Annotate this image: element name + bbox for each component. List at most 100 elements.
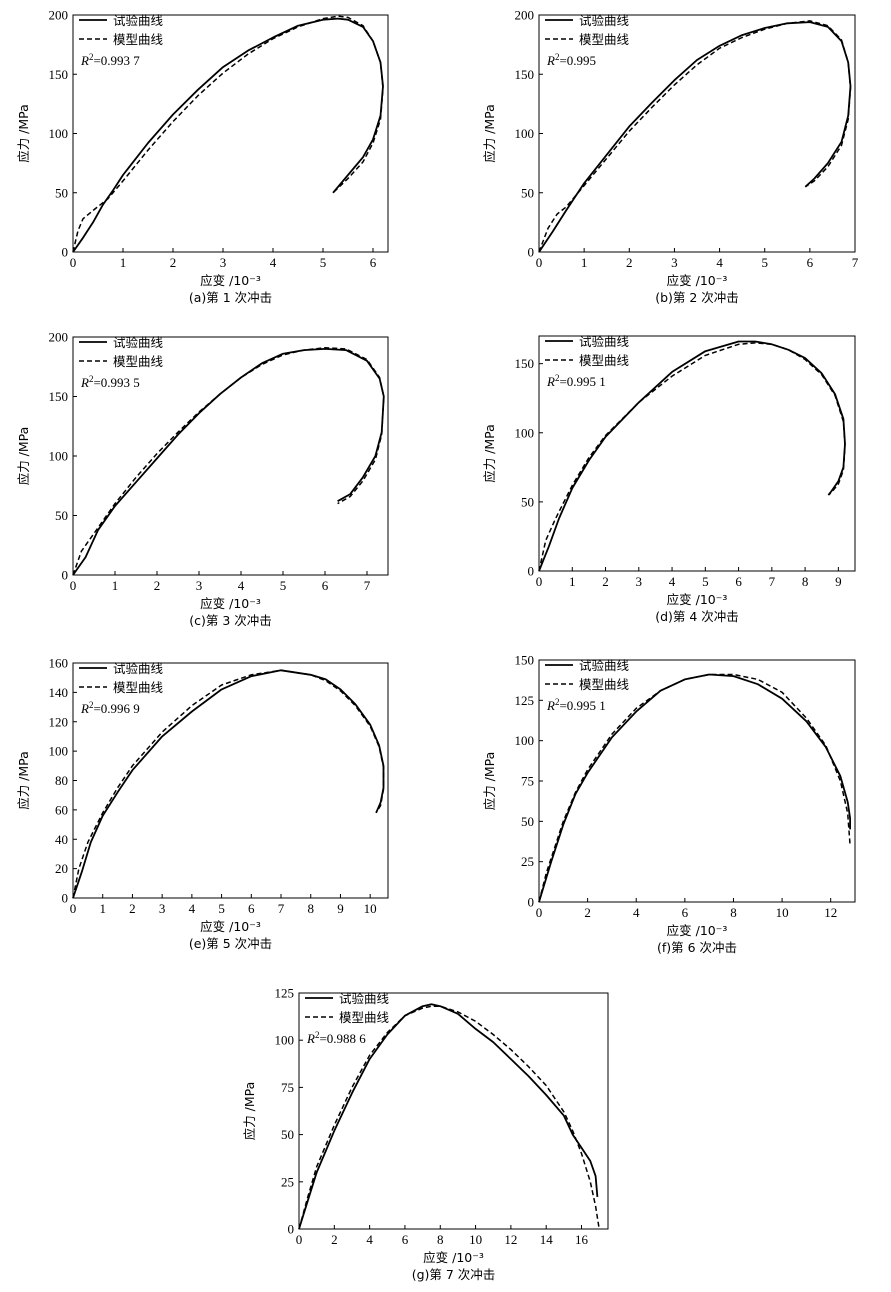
x-tick-label: 2 — [170, 255, 177, 270]
x-tick-label: 14 — [540, 1232, 554, 1247]
y-tick-label: 125 — [515, 693, 535, 708]
x-tick-label: 1 — [581, 255, 588, 270]
x-tick-label: 5 — [280, 578, 287, 593]
x-tick-label: 7 — [364, 578, 371, 593]
x-tick-label: 6 — [248, 901, 255, 916]
x-tick-label: 2 — [626, 255, 633, 270]
plot-frame — [538, 335, 856, 572]
series-line-model — [298, 1005, 600, 1230]
x-tick-label: 1 — [112, 578, 119, 593]
legend-label-model: 模型曲线 — [579, 353, 630, 368]
chart-panel-3: 0 1 2 3 4 5 6 7 0 50 100 150 200 应变 /10⁻³ 应力 /MPa (c)第 … — [16, 330, 389, 628]
x-tick-label: 7 — [852, 255, 859, 270]
series-line-experiment — [538, 21, 852, 253]
y-tick-label: 150 — [515, 653, 535, 668]
x-tick-label: 0 — [536, 574, 543, 589]
series-line-model — [72, 15, 384, 253]
y-tick-label: 50 — [55, 185, 68, 200]
y-axis-label: 应力 /MPa — [16, 104, 31, 163]
x-tick-label: 5 — [320, 255, 327, 270]
y-tick-label: 160 — [49, 656, 69, 671]
x-tick-label: 8 — [802, 574, 809, 589]
x-tick-label: 16 — [575, 1232, 589, 1247]
plot-frame — [538, 14, 856, 253]
x-tick-label: 2 — [129, 901, 136, 916]
panel-caption: (b)第 2 次冲击 — [655, 290, 739, 305]
plot-frame — [72, 662, 389, 899]
x-tick-label: 1 — [99, 901, 106, 916]
series-line-model — [72, 669, 385, 899]
x-tick-label: 2 — [154, 578, 161, 593]
y-tick-label: 150 — [515, 67, 535, 82]
y-axis-label: 应力 /MPa — [482, 104, 497, 163]
legend-label-model: 模型曲线 — [113, 32, 164, 47]
x-tick-label: 10 — [364, 901, 377, 916]
y-axis-label: 应力 /MPa — [16, 751, 31, 810]
x-tick-label: 8 — [730, 905, 737, 920]
r-squared-annotation: R2=0.995 1 — [546, 373, 606, 389]
y-tick-label: 50 — [281, 1127, 294, 1142]
y-tick-label: 125 — [275, 986, 295, 1001]
y-tick-label: 0 — [62, 245, 69, 260]
y-axis-label: 应力 /MPa — [16, 427, 31, 486]
series-line-model — [538, 342, 846, 572]
x-tick-label: 7 — [769, 574, 776, 589]
y-tick-label: 75 — [521, 774, 534, 789]
x-tick-label: 0 — [70, 578, 77, 593]
x-tick-label: 12 — [504, 1232, 517, 1247]
chart-panel-4: 0 1 2 3 4 5 6 7 8 9 0 50 100 150 应变 /10⁻³ 应力 /MPa (d)第 4… — [482, 334, 856, 624]
series-line-model — [72, 346, 385, 576]
y-tick-label: 50 — [521, 814, 534, 829]
y-tick-label: 120 — [49, 714, 69, 729]
x-axis-label: 应变 /10⁻³ — [667, 273, 728, 288]
r-squared-annotation: R2=0.993 7 — [80, 52, 140, 68]
x-tick-label: 3 — [196, 578, 203, 593]
plot-frame — [538, 659, 856, 903]
legend-label-experiment: 试验曲线 — [339, 991, 390, 1006]
x-tick-label: 3 — [159, 901, 166, 916]
x-tick-label: 6 — [735, 574, 742, 589]
legend-label-experiment: 试验曲线 — [579, 658, 630, 673]
x-axis-label: 应变 /10⁻³ — [667, 592, 728, 607]
chart-panel-6: 0 2 4 6 8 10 12 0 25 50 75 100 125 150 应变 /10⁻³ 应力 /MPa… — [482, 653, 856, 955]
x-tick-label: 7 — [278, 901, 285, 916]
legend-label-experiment: 试验曲线 — [113, 661, 164, 676]
panel-caption: (g)第 7 次冲击 — [412, 1267, 496, 1282]
y-tick-label: 0 — [528, 895, 535, 910]
y-tick-label: 150 — [49, 389, 69, 404]
y-tick-label: 0 — [62, 891, 69, 906]
x-tick-label: 12 — [824, 905, 837, 920]
y-tick-label: 50 — [521, 185, 534, 200]
x-tick-label: 6 — [322, 578, 329, 593]
y-tick-label: 25 — [521, 854, 534, 869]
x-tick-label: 4 — [238, 578, 245, 593]
x-tick-label: 6 — [370, 255, 377, 270]
plot-frame — [72, 14, 389, 253]
r-squared-annotation: R2=0.995 1 — [546, 697, 606, 713]
legend-label-experiment: 试验曲线 — [579, 13, 630, 28]
series-line-model — [538, 673, 851, 903]
y-tick-label: 25 — [281, 1174, 294, 1189]
x-tick-label: 1 — [569, 574, 576, 589]
y-tick-label: 0 — [62, 568, 69, 583]
y-tick-label: 40 — [55, 832, 68, 847]
y-axis-label: 应力 /MPa — [242, 1082, 257, 1141]
x-axis-label: 应变 /10⁻³ — [200, 273, 261, 288]
chart-panel-1: 0 1 2 3 4 5 6 0 50 100 150 200 应变 /10⁻³ 应力 /MPa (a)第 1… — [16, 8, 389, 305]
y-tick-label: 200 — [49, 8, 69, 23]
r-squared-annotation: R2=0.988 6 — [306, 1030, 366, 1046]
r-squared-annotation: R2=0.993 5 — [80, 374, 140, 390]
x-tick-label: 9 — [835, 574, 842, 589]
legend-label-model: 模型曲线 — [579, 32, 630, 47]
x-tick-label: 8 — [307, 901, 314, 916]
x-tick-label: 10 — [776, 905, 789, 920]
legend-label-experiment: 试验曲线 — [113, 335, 164, 350]
panel-caption: (e)第 5 次冲击 — [189, 936, 272, 951]
x-axis-label: 应变 /10⁻³ — [667, 923, 728, 938]
x-tick-label: 0 — [70, 255, 77, 270]
x-tick-label: 4 — [716, 255, 723, 270]
legend-label-model: 模型曲线 — [339, 1010, 390, 1025]
y-tick-label: 200 — [515, 8, 535, 23]
x-tick-label: 1 — [120, 255, 127, 270]
legend-label-model: 模型曲线 — [579, 677, 630, 692]
